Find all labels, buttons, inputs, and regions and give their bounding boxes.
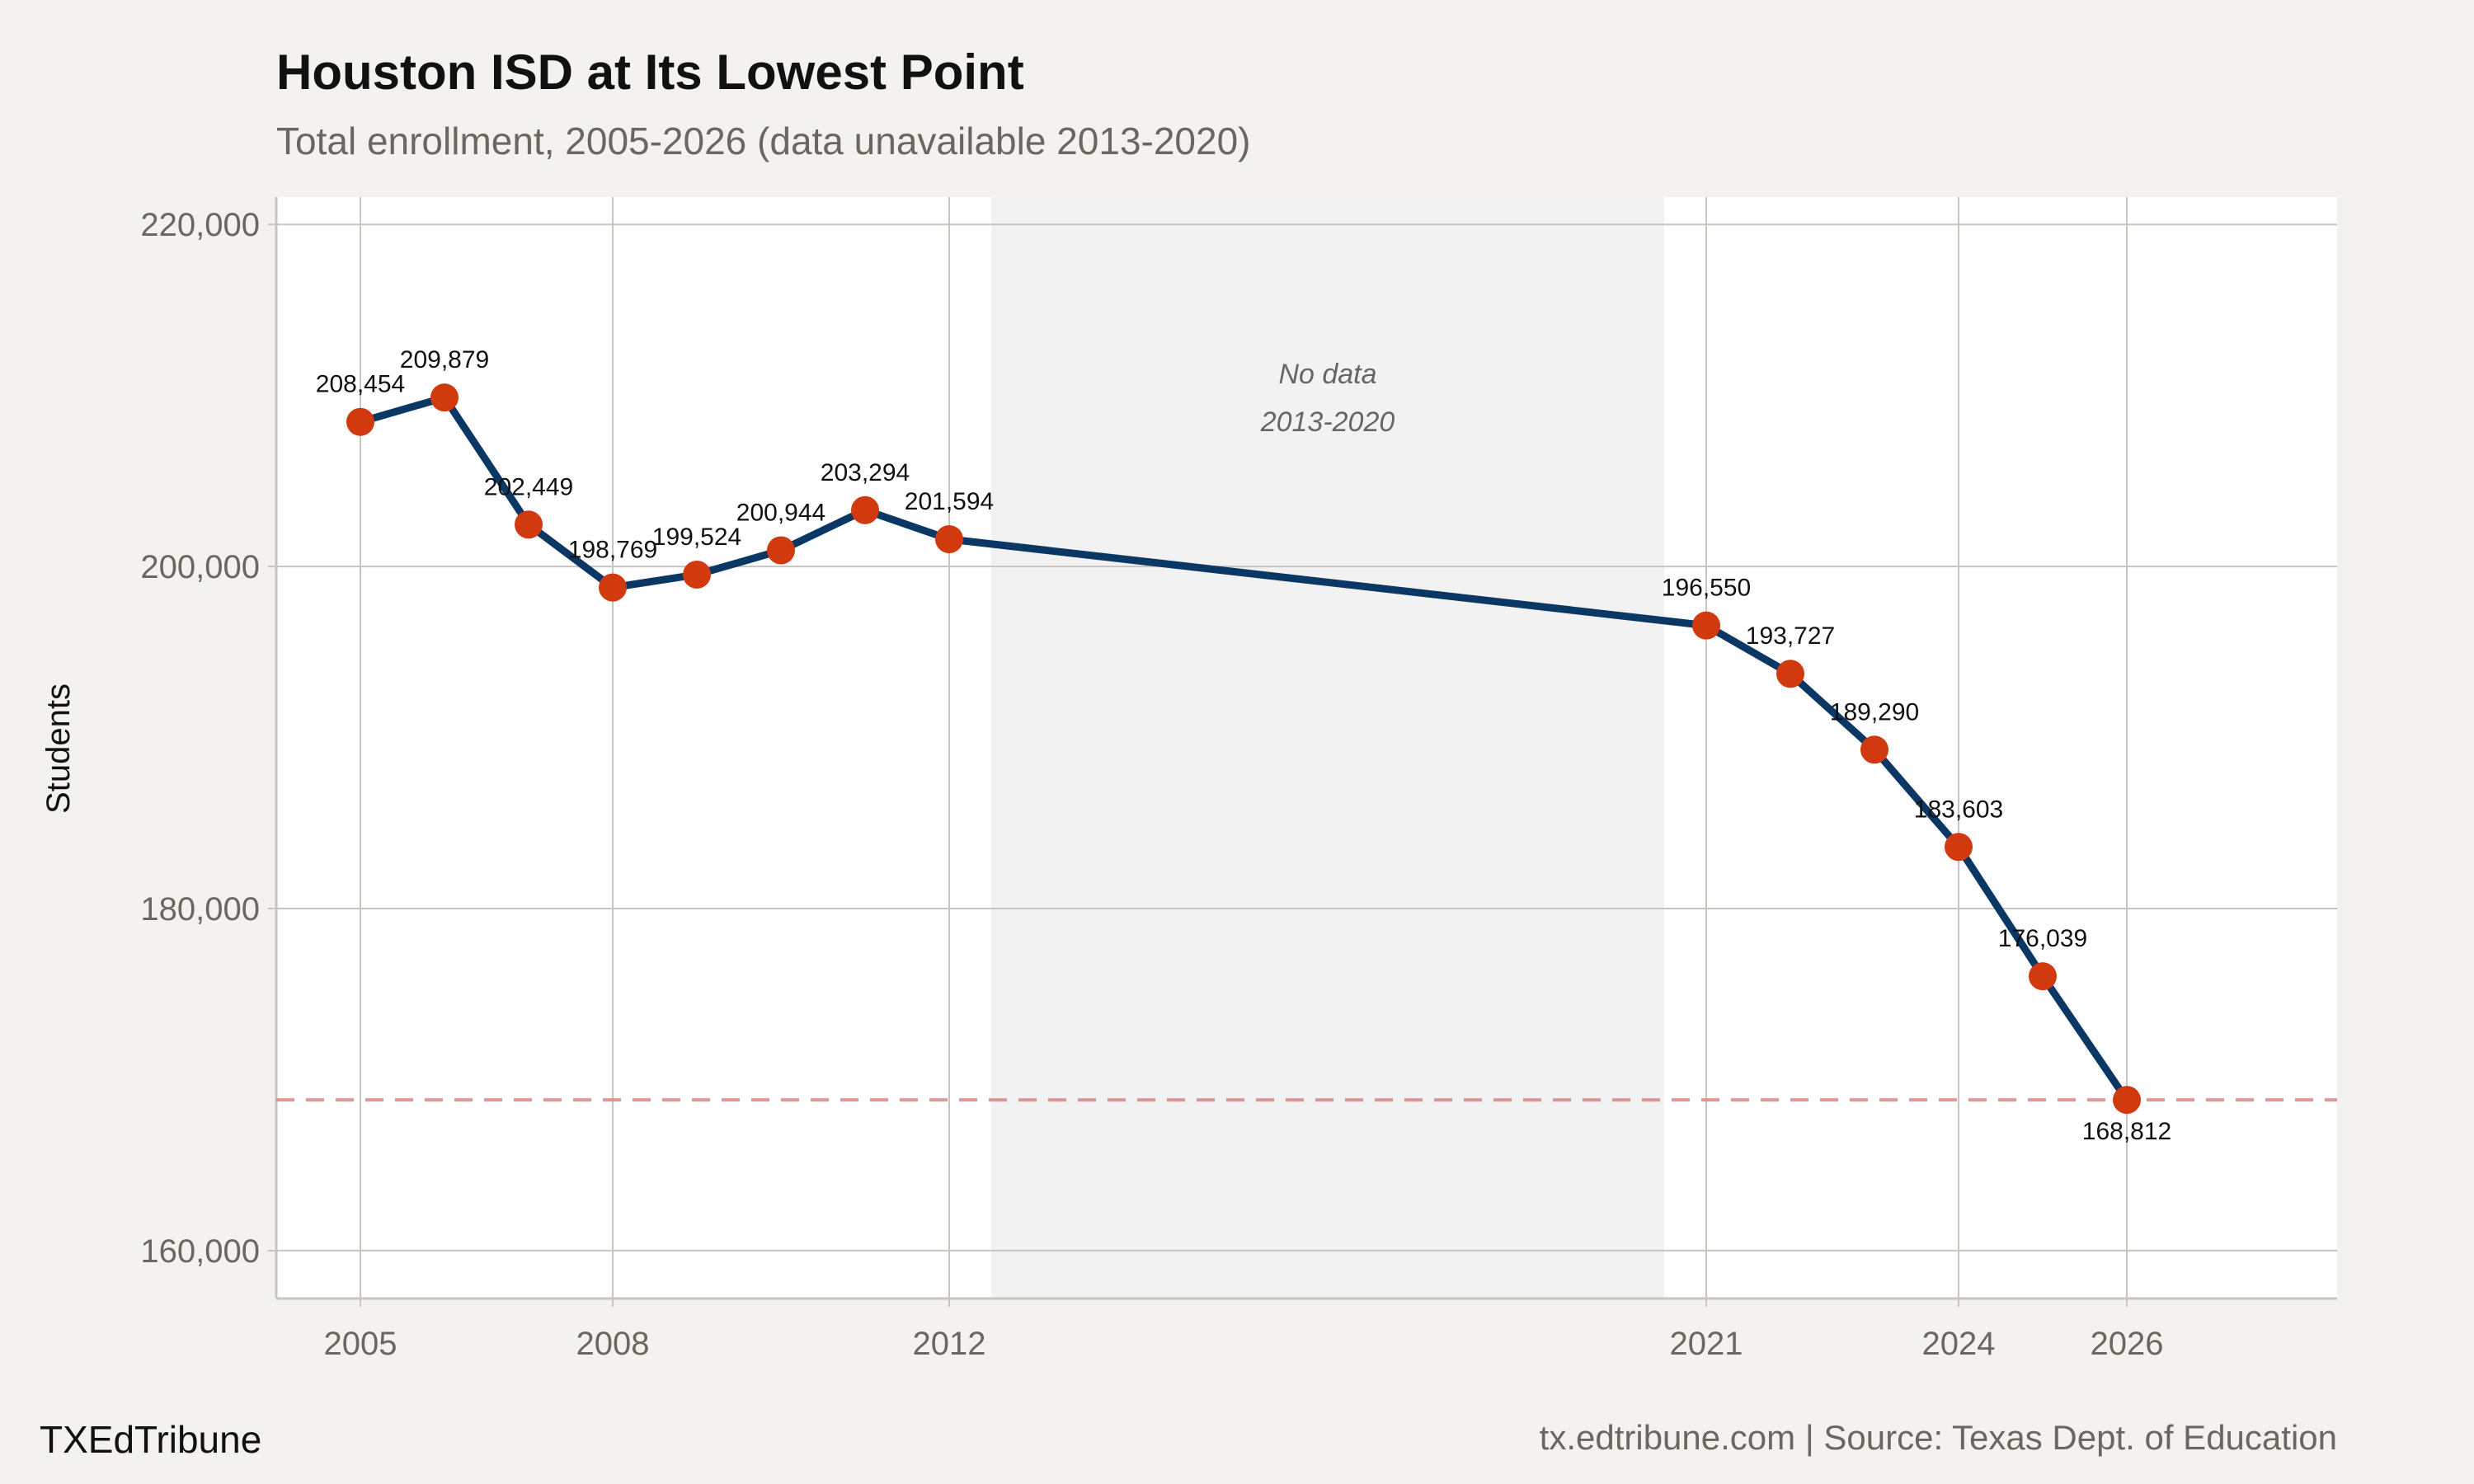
data-point — [1776, 660, 1804, 688]
data-label: 198,769 — [568, 537, 657, 564]
data-label: 209,879 — [400, 346, 489, 373]
no-data-annotation: No data — [1278, 359, 1376, 390]
data-label: 199,524 — [652, 524, 741, 551]
chart-subtitle: Total enrollment, 2005-2026 (data unavai… — [276, 120, 1251, 162]
data-point — [1945, 833, 1973, 862]
y-tick-label: 220,000 — [140, 207, 260, 243]
no-data-annotation: 2013-2020 — [1260, 406, 1395, 438]
data-point — [683, 560, 711, 589]
data-label: 193,727 — [1746, 622, 1835, 650]
x-tick-label: 2008 — [576, 1326, 650, 1362]
data-point — [851, 495, 879, 524]
data-point — [2113, 1086, 2141, 1115]
data-label: 200,944 — [736, 500, 825, 527]
y-tick-label: 200,000 — [140, 549, 260, 585]
brand-logo-text: TXEdTribune — [40, 1418, 261, 1461]
no-data-region — [991, 197, 1664, 1298]
data-point — [935, 525, 963, 554]
data-point — [599, 573, 627, 602]
x-tick-label: 2005 — [324, 1326, 397, 1362]
data-label: 203,294 — [821, 459, 910, 486]
data-label: 176,039 — [1998, 925, 2087, 952]
data-point — [1860, 735, 1888, 764]
enrollment-line — [359, 393, 2130, 1102]
data-label: 183,603 — [1914, 796, 2003, 823]
plot-area: 160,000 180,000 200,000 220,000 2005 2008 2012… — [140, 197, 2337, 1362]
data-label: 201,594 — [905, 488, 994, 515]
y-axis-title: Students — [40, 683, 77, 814]
y-tick-label: 180,000 — [140, 891, 260, 928]
x-tick-label: 2012 — [913, 1326, 986, 1362]
data-label: 196,550 — [1662, 575, 1751, 602]
y-tick-label: 160,000 — [140, 1233, 260, 1270]
data-label: 208,454 — [316, 371, 405, 398]
data-point — [767, 536, 795, 565]
x-tick-label: 2021 — [1670, 1326, 1743, 1362]
x-tick-label: 2024 — [1922, 1326, 1996, 1362]
data-point — [346, 407, 374, 436]
source-caption: tx.edtribune.com | Source: Texas Dept. o… — [1540, 1418, 2337, 1457]
chart-title: Houston ISD at Its Lowest Point — [276, 45, 1024, 100]
x-tick-label: 2026 — [2091, 1326, 2164, 1362]
data-point — [2029, 962, 2057, 991]
data-point — [1692, 611, 1720, 640]
data-label: 202,449 — [484, 473, 573, 500]
data-label: 168,812 — [2082, 1118, 2171, 1145]
data-point — [515, 510, 543, 539]
data-point — [430, 383, 459, 412]
data-label: 189,290 — [1830, 698, 1919, 726]
